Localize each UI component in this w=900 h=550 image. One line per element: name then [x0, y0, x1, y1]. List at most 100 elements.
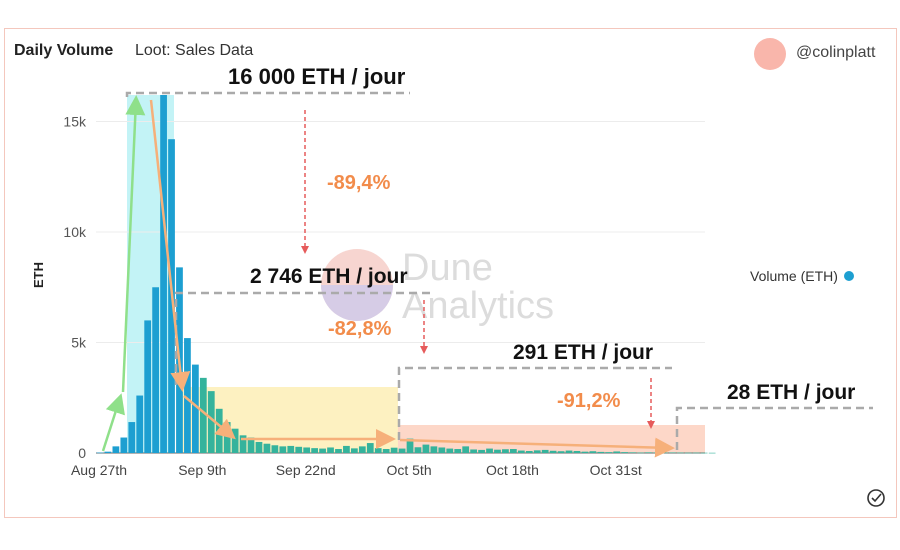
volume-bar[interactable] [327, 447, 334, 453]
volume-bar[interactable] [215, 408, 223, 453]
legend-item[interactable]: Volume (ETH) [750, 268, 854, 284]
volume-bar[interactable] [637, 452, 644, 454]
fall-arrow-2 [183, 395, 236, 440]
volume-bar[interactable] [446, 448, 454, 453]
volume-bar[interactable] [390, 447, 398, 453]
volume-bar[interactable] [406, 438, 414, 453]
volume-bar[interactable] [462, 446, 470, 453]
volume-bar[interactable] [120, 437, 128, 453]
volume-bar[interactable] [486, 448, 493, 453]
phase4-level-line [675, 406, 873, 450]
watermark-text-line1: Dune [402, 247, 493, 289]
volume-bar[interactable] [199, 377, 207, 453]
x-tick-label: Sep 22nd [276, 462, 336, 478]
volume-bar[interactable] [645, 452, 652, 453]
volume-bar[interactable] [112, 446, 120, 453]
volume-bar[interactable] [557, 451, 565, 453]
volume-bar[interactable] [351, 448, 358, 453]
volume-bar[interactable] [152, 287, 159, 453]
volume-bar[interactable] [708, 452, 716, 454]
volume-bar[interactable] [374, 448, 382, 453]
annotation-drop2: -82,8% [328, 318, 392, 340]
user-avatar-icon[interactable] [754, 38, 786, 70]
volume-bar[interactable] [533, 450, 541, 453]
legend-label: Volume (ETH) [750, 268, 838, 284]
volume-bar[interactable] [661, 452, 668, 454]
annotation-peak: 16 000 ETH / jour [228, 64, 406, 89]
volume-bar[interactable] [303, 447, 311, 453]
volume-bar[interactable] [231, 428, 239, 453]
chart-subtitle: Loot: Sales Data [135, 42, 254, 59]
volume-bar[interactable] [160, 95, 167, 453]
volume-bar[interactable] [613, 451, 621, 453]
volume-bar[interactable] [549, 450, 557, 453]
y-tick-label: 0 [78, 445, 86, 461]
phase2-level-line [174, 291, 430, 385]
volume-bar[interactable] [597, 451, 605, 453]
volume-bar[interactable] [565, 450, 573, 453]
volume-bar[interactable] [676, 452, 684, 454]
volume-bar[interactable] [358, 446, 366, 453]
rise-arrow-2 [121, 95, 146, 393]
volume-bar[interactable] [382, 449, 390, 453]
volume-bar[interactable] [478, 449, 485, 453]
volume-bar[interactable] [263, 443, 271, 453]
volume-bar[interactable] [192, 364, 199, 453]
annotation-phase4: 28 ETH / jour [727, 381, 855, 404]
volume-bar[interactable] [136, 395, 144, 453]
volume-bar[interactable] [271, 445, 279, 453]
volume-bar[interactable] [525, 451, 533, 453]
volume-bar[interactable] [629, 452, 636, 453]
volume-bar[interactable] [700, 452, 708, 454]
volume-bar[interactable] [470, 449, 477, 453]
volume-bar[interactable] [589, 451, 597, 453]
volume-bar[interactable] [239, 435, 247, 453]
volume-bar[interactable] [430, 446, 438, 453]
volume-bar[interactable] [223, 422, 231, 453]
volume-bar[interactable] [319, 448, 326, 453]
volume-bar[interactable] [502, 449, 509, 453]
volume-bar[interactable] [343, 445, 350, 453]
volume-bar[interactable] [438, 447, 446, 453]
volume-bar[interactable] [96, 452, 104, 454]
volume-bar[interactable] [414, 447, 422, 453]
volume-bar[interactable] [247, 437, 255, 453]
volume-bar[interactable] [398, 448, 406, 453]
volume-bar[interactable] [104, 451, 112, 453]
x-tick-label: Sep 9th [178, 462, 226, 478]
volume-bar[interactable] [605, 452, 613, 453]
volume-bar[interactable] [684, 452, 692, 454]
volume-bar[interactable] [653, 452, 660, 454]
volume-bar[interactable] [454, 449, 462, 453]
x-tick-label: Oct 5th [386, 462, 431, 478]
volume-bar[interactable] [144, 320, 152, 453]
x-tick-label: Oct 31st [590, 462, 642, 478]
volume-bar[interactable] [128, 422, 136, 453]
volume-bar[interactable] [255, 441, 263, 453]
chart-title: Daily Volume [14, 42, 114, 59]
volume-bar[interactable] [510, 449, 517, 453]
volume-bar[interactable] [207, 391, 215, 453]
volume-bar[interactable] [279, 446, 287, 453]
volume-bar[interactable] [335, 449, 342, 453]
volume-bar[interactable] [311, 448, 318, 453]
volume-bar[interactable] [287, 445, 295, 453]
volume-bar[interactable] [692, 452, 700, 454]
volume-bar[interactable] [621, 452, 629, 453]
volume-bar[interactable] [295, 446, 303, 453]
author-handle[interactable]: @colinplatt [796, 44, 876, 61]
volume-bar[interactable] [581, 451, 589, 453]
check-badge-icon[interactable] [866, 488, 886, 508]
volume-bar[interactable] [422, 444, 430, 453]
volume-bar[interactable] [669, 452, 676, 454]
annotation-drop1: -89,4% [327, 172, 391, 194]
fall-arrow-1 [149, 99, 191, 392]
volume-bar[interactable] [573, 451, 581, 453]
drop-arrow-2-head [420, 346, 428, 354]
volume-bar[interactable] [184, 338, 191, 453]
volume-bar[interactable] [541, 449, 549, 453]
volume-bar[interactable] [494, 449, 501, 453]
volume-bar[interactable] [366, 443, 374, 453]
volume-bar[interactable] [517, 450, 525, 453]
